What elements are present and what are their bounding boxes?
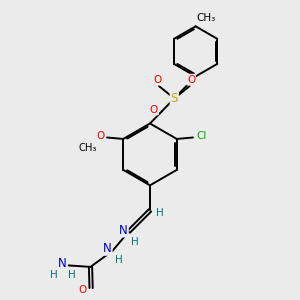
Text: H: H xyxy=(131,237,139,247)
Text: O: O xyxy=(153,75,162,85)
Text: Cl: Cl xyxy=(196,131,207,141)
Text: H: H xyxy=(50,270,58,280)
Text: N: N xyxy=(58,256,67,270)
Text: O: O xyxy=(79,286,87,296)
Text: S: S xyxy=(171,92,178,105)
Text: O: O xyxy=(187,75,195,85)
Text: O: O xyxy=(96,131,105,141)
Text: N: N xyxy=(119,224,128,237)
Text: H: H xyxy=(115,255,123,265)
Text: N: N xyxy=(103,242,112,255)
Text: O: O xyxy=(150,104,158,115)
Text: H: H xyxy=(155,208,163,218)
Text: H: H xyxy=(68,270,76,280)
Text: CH₃: CH₃ xyxy=(79,143,97,153)
Text: CH₃: CH₃ xyxy=(196,13,216,23)
